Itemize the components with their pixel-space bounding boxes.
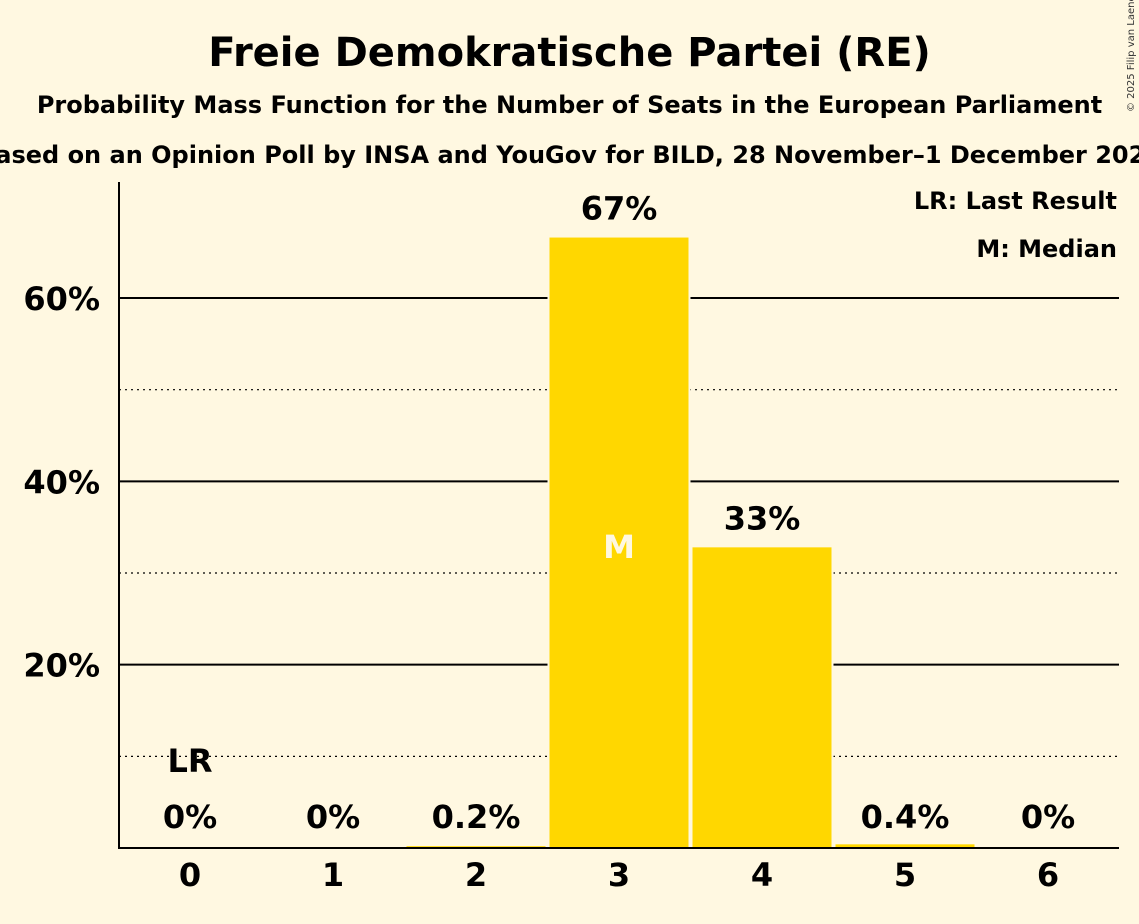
value-label-4: 33% (724, 499, 801, 537)
value-label-0: 0% (163, 798, 217, 836)
x-axis-ticks: 0 1 2 3 4 5 6 (179, 856, 1059, 894)
x-tick-label: 6 (1037, 856, 1059, 894)
x-tick-label: 4 (751, 856, 773, 894)
chart-subtitle: Probability Mass Function for the Number… (37, 91, 1102, 119)
bar-halo (404, 844, 548, 848)
y-tick-label: 20% (23, 647, 100, 685)
value-label-1: 0% (306, 798, 360, 836)
copyright-note: © 2025 Filip van Laenen (1126, 0, 1137, 112)
x-tick-label: 3 (608, 856, 630, 894)
legend-last-result: LR: Last Result (914, 187, 1117, 215)
x-tick-label: 2 (465, 856, 487, 894)
bar-seats-3 (549, 237, 689, 848)
value-label-2: 0.2% (432, 798, 521, 836)
value-label-5: 0.4% (861, 798, 950, 836)
bar-seats-5 (835, 844, 975, 848)
y-axis-ticks: 20% 40% 60% (23, 280, 100, 685)
value-label-3: 67% (581, 190, 658, 228)
median-marker: M (603, 528, 635, 566)
value-label-6: 0% (1021, 798, 1075, 836)
bars (404, 235, 977, 848)
chart-title: Freie Demokratische Partei (RE) (208, 30, 931, 76)
x-tick-label: 5 (894, 856, 916, 894)
bar-seats-4 (692, 547, 832, 848)
last-result-marker: LR (167, 742, 212, 780)
y-tick-label: 40% (23, 463, 100, 501)
x-tick-label: 0 (179, 856, 201, 894)
legend-median: M: Median (976, 235, 1117, 263)
x-tick-label: 1 (322, 856, 344, 894)
chart-source: Based on an Opinion Poll by INSA and You… (0, 141, 1139, 169)
y-tick-label: 60% (23, 280, 100, 318)
value-labels: 0% LR 0% 0.2% 67% M 33% 0.4% 0% (163, 190, 1075, 836)
